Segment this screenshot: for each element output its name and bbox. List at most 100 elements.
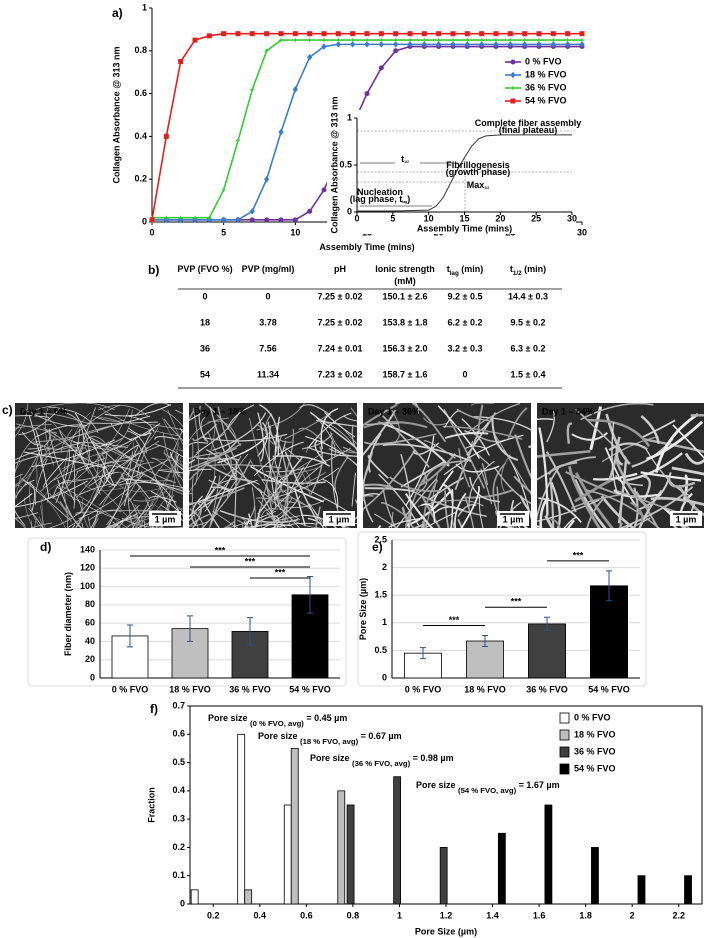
fiber <box>40 505 46 528</box>
micrograph-caption: Day 1 – 18% <box>194 406 246 416</box>
y-tick-label: 60 <box>85 618 95 628</box>
fiber <box>114 481 165 492</box>
fiber <box>88 509 122 521</box>
fiber <box>574 472 614 528</box>
fiber <box>254 508 261 528</box>
fiber <box>189 487 245 504</box>
fiber <box>21 431 41 446</box>
marker <box>178 216 184 224</box>
x-tick-label: 30 <box>577 227 587 237</box>
significance-label: *** <box>449 615 460 625</box>
marker <box>364 91 370 97</box>
marker <box>149 217 155 223</box>
fiber <box>15 473 22 497</box>
fiber <box>307 517 325 528</box>
y-tick-label: 0.2 <box>134 174 147 184</box>
fiber <box>374 433 437 446</box>
fiber <box>97 417 124 424</box>
fiber <box>39 516 44 528</box>
fiber <box>134 504 143 528</box>
fiber <box>589 406 602 451</box>
fiber <box>22 479 70 520</box>
fiber <box>437 405 481 459</box>
x-tick-label: 25 <box>531 213 541 223</box>
fiber <box>401 507 415 528</box>
table-cell: 153.8 ± 1.8 <box>383 317 428 327</box>
fiber <box>48 498 92 528</box>
fiber <box>260 508 279 528</box>
marker <box>307 208 313 214</box>
fiber <box>242 522 244 528</box>
fiber <box>121 517 183 528</box>
fiber <box>133 488 168 502</box>
marker <box>479 41 485 48</box>
fiber <box>90 511 99 528</box>
marker <box>307 53 313 61</box>
fiber <box>107 513 138 528</box>
fiber <box>43 427 101 495</box>
table-header: t1/2 (min) <box>510 264 546 277</box>
fiber <box>15 433 57 488</box>
annotation: Fibrillogenesis <box>446 160 510 170</box>
marker <box>421 31 427 37</box>
scale-bar-label: 1 µm <box>329 514 350 524</box>
fiber <box>63 412 85 440</box>
fiber <box>79 483 111 496</box>
x-tick-label: 0 % FVO <box>405 684 442 694</box>
fiber <box>15 494 26 527</box>
marker <box>579 41 585 48</box>
marker <box>192 216 198 224</box>
fiber <box>87 421 158 424</box>
fiber <box>107 441 176 484</box>
fiber <box>586 489 660 528</box>
fiber <box>650 496 704 506</box>
fiber <box>216 452 233 471</box>
micrograph-caption: Day 1 – 0% <box>20 406 67 416</box>
fiber <box>363 463 374 523</box>
fiber <box>125 415 155 433</box>
fiber <box>382 443 472 463</box>
marker <box>479 31 485 37</box>
error-bar <box>247 617 253 646</box>
fiber <box>420 523 424 528</box>
bar <box>337 790 346 905</box>
fiber <box>212 412 267 451</box>
x-tick-label: 0.8 <box>347 910 360 920</box>
fiber <box>615 436 624 466</box>
marker <box>292 31 298 37</box>
fiber <box>63 493 69 528</box>
fiber <box>492 462 507 512</box>
fiber <box>466 403 521 434</box>
marker <box>236 138 240 143</box>
fiber <box>342 450 357 454</box>
significance-label: *** <box>245 556 256 566</box>
fiber <box>404 474 428 528</box>
fiber <box>120 426 159 469</box>
fiber <box>500 454 511 495</box>
fiber <box>175 409 183 414</box>
line <box>357 134 572 212</box>
fiber <box>78 407 96 454</box>
marker <box>307 38 312 43</box>
y-tick-label: 2 <box>382 562 387 572</box>
marker <box>407 31 413 37</box>
fiber <box>101 423 161 455</box>
fiber <box>537 499 600 522</box>
text-part: (54 % FVO, avg) <box>458 786 517 795</box>
fiber <box>172 450 178 478</box>
error-bar <box>187 615 193 642</box>
marker <box>350 41 356 48</box>
annotation: Pore size (36 % FVO, avg) = 0.98 µm <box>310 753 454 767</box>
fiber <box>587 418 651 447</box>
fiber <box>302 473 311 498</box>
bar <box>346 804 355 905</box>
x-tick-label: 30 <box>567 213 577 223</box>
y-tick-label: 0.5 <box>339 159 352 169</box>
fiber <box>189 479 258 506</box>
fiber <box>206 464 282 469</box>
fiber <box>624 452 683 482</box>
fiber <box>444 432 489 439</box>
fiber <box>15 512 39 519</box>
fiber <box>511 518 521 528</box>
marker <box>451 38 455 43</box>
